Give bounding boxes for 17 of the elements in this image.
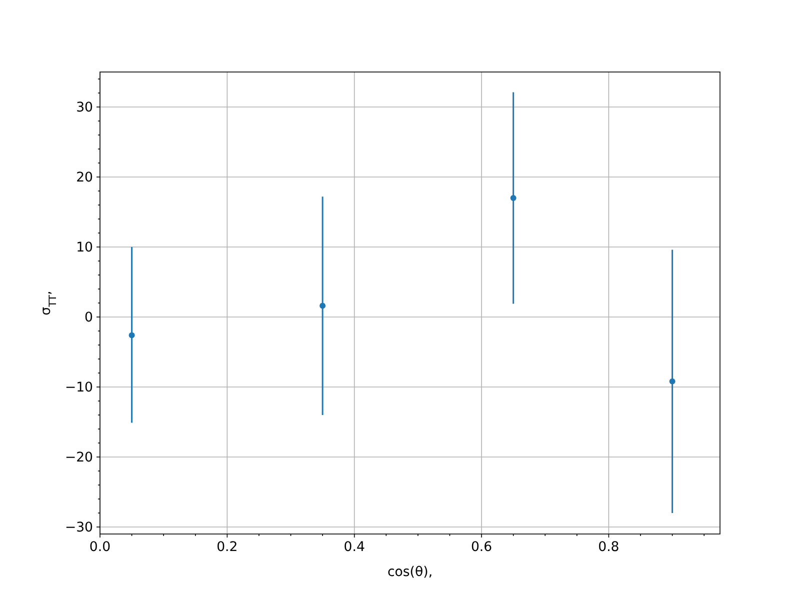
y-tick-label: −20	[64, 450, 93, 466]
x-tick-label: 0.2	[216, 540, 238, 555]
y-tick-label: 30	[76, 100, 93, 116]
point	[669, 378, 676, 384]
y-tick-label: 20	[76, 170, 93, 186]
x-tick-label: 0.0	[89, 540, 111, 555]
point	[320, 302, 326, 309]
point	[128, 332, 135, 338]
y-tick-label: 10	[76, 240, 93, 256]
y-tick-label: 0	[84, 310, 93, 326]
point	[510, 195, 516, 201]
x-tick-label: 0.4	[344, 540, 365, 555]
x-tick-label: 0.6	[470, 540, 492, 555]
x-axis-title: cos(θ),	[387, 565, 433, 580]
x-tick-label: 0.8	[598, 540, 620, 555]
y-tick-label: −30	[64, 520, 93, 536]
y-tick-label: −10	[64, 380, 93, 396]
